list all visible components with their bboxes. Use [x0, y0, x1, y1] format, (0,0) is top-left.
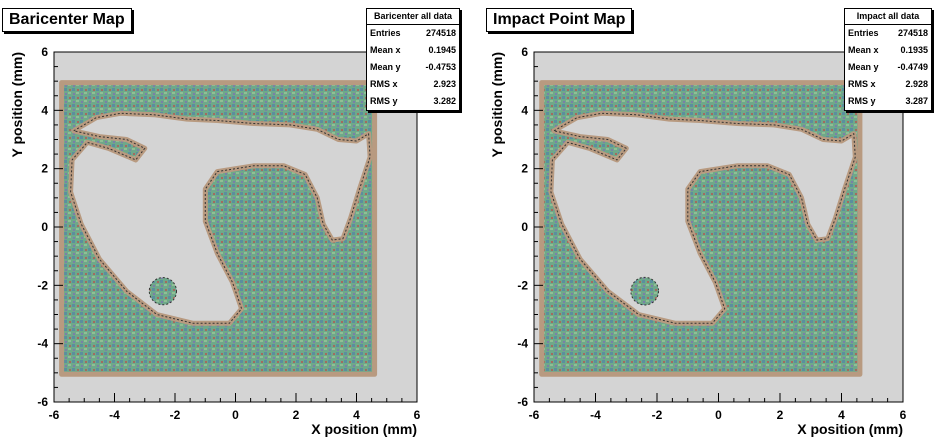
y-tick-label: 2 [41, 162, 48, 176]
stats-label: Mean x [370, 45, 401, 55]
x-tick-label: -4 [590, 408, 601, 422]
stats-label: RMS x [370, 79, 398, 89]
stats-title: Baricenter all data [367, 9, 459, 25]
x-tick-label: -2 [170, 408, 181, 422]
stats-value: 0.1935 [900, 45, 928, 55]
data-density-spot [148, 277, 178, 306]
stats-label: RMS y [370, 96, 398, 106]
stats-label: RMS y [848, 96, 876, 106]
data-density-spot [630, 276, 660, 306]
chart-title: Baricenter Map [2, 8, 132, 32]
y-tick-label: 6 [521, 45, 528, 59]
x-tick-label: 6 [414, 408, 421, 422]
x-tick-label: 2 [293, 408, 300, 422]
stats-row-entries: Entries 274518 [367, 25, 459, 42]
stats-row-mean-y: Mean y -0.4753 [367, 59, 459, 76]
stats-row-rms-x: RMS x 2.923 [367, 76, 459, 93]
stats-label: RMS x [848, 79, 876, 89]
x-tick-label: 6 [900, 408, 907, 422]
stats-label: Entries [370, 28, 401, 38]
region-edge [550, 112, 856, 324]
region-edge [70, 112, 371, 324]
stats-label: Mean y [370, 62, 401, 72]
stats-box: Baricenter all data Entries 274518 Mean … [366, 8, 460, 111]
x-tick-label: 4 [838, 408, 845, 422]
x-tick-label: -4 [109, 408, 120, 422]
stats-value: 0.1945 [428, 45, 456, 55]
stats-row-rms-y: RMS y 3.282 [367, 93, 459, 110]
x-axis-label: X position (mm) [797, 421, 903, 437]
x-axis-label: X position (mm) [311, 421, 417, 437]
y-tick-label: 2 [521, 162, 528, 176]
stats-row-rms-y: RMS y 3.287 [845, 93, 931, 110]
stats-value: 2.928 [905, 79, 928, 89]
y-axis-label: Y position (mm) [489, 52, 505, 158]
x-tick-label: -2 [652, 408, 663, 422]
stats-title: Impact all data [845, 9, 931, 25]
x-tick-label: 0 [715, 408, 722, 422]
x-tick-label: 0 [232, 408, 239, 422]
baricenter-panel: -6 -4 -2 0 2 4 6 -6 -4 -2 0 2 4 6 X position (mm) Y pos… [2, 8, 460, 437]
stats-label: Entries [848, 28, 879, 38]
x-tick-label: -6 [529, 408, 540, 422]
y-tick-label: -2 [37, 278, 48, 292]
y-tick-label: 0 [521, 220, 528, 234]
stats-value: 3.282 [433, 96, 456, 106]
y-tick-label: -4 [517, 337, 528, 351]
stats-row-entries: Entries 274518 [845, 25, 931, 42]
stats-box: Impact all data Entries 274518 Mean x 0.… [844, 8, 932, 111]
y-tick-label: -6 [517, 395, 528, 409]
impact-point-panel: -6 -4 -2 0 2 4 6 -6 -4 -2 0 2 4 6 X position (mm) Y pos… [482, 0, 934, 439]
y-axis-label: Y position (mm) [9, 52, 25, 158]
y-tick-label: 0 [41, 220, 48, 234]
stats-value: -0.4753 [425, 62, 456, 72]
stats-row-rms-x: RMS x 2.928 [845, 76, 931, 93]
chart-title: Impact Point Map [486, 8, 633, 32]
stats-row-mean-x: Mean x 0.1935 [845, 42, 931, 59]
stats-value: 274518 [425, 28, 456, 38]
stats-label: Mean y [848, 62, 879, 72]
y-tick-label: -2 [517, 278, 528, 292]
stats-value: -0.4749 [897, 62, 928, 72]
y-tick-label: 4 [41, 103, 48, 117]
x-tick-label: 4 [353, 408, 360, 422]
y-tick-label: -6 [37, 395, 48, 409]
y-tick-label: 6 [41, 45, 48, 59]
stats-row-mean-x: Mean x 0.1945 [367, 42, 459, 59]
x-tick-label: 2 [777, 408, 784, 422]
y-tick-label: 4 [521, 103, 528, 117]
stats-value: 2.923 [433, 79, 456, 89]
stats-value: 274518 [897, 28, 928, 38]
x-tick-label: -6 [49, 408, 60, 422]
stats-row-mean-y: Mean y -0.4749 [845, 59, 931, 76]
y-tick-label: -4 [37, 337, 48, 351]
stats-label: Mean x [848, 45, 879, 55]
stats-value: 3.287 [905, 96, 928, 106]
